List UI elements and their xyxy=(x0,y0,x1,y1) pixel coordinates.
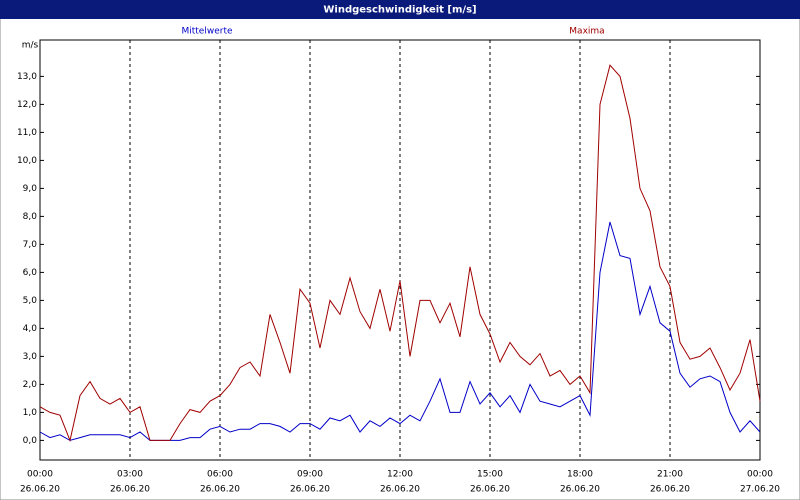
y-tick-label: 10,0 xyxy=(17,156,37,166)
window-title: Windgeschwindigkeit [m/s] xyxy=(323,5,476,16)
x-tick-label: 00:00 xyxy=(27,470,53,480)
x-tick-date: 26.06.20 xyxy=(200,485,240,495)
y-tick-label: 4,0 xyxy=(23,324,38,334)
legend-label: Mittelwerte xyxy=(181,27,232,37)
y-tick-label: 11,0 xyxy=(17,128,37,138)
y-tick-label: 6,0 xyxy=(23,268,38,278)
x-tick-date: 27.06.20 xyxy=(740,485,780,495)
x-tick-label: 21:00 xyxy=(657,470,683,480)
x-tick-date: 26.06.20 xyxy=(20,485,60,495)
y-tick-label: 13,0 xyxy=(17,72,37,82)
x-tick-label: 06:00 xyxy=(207,470,233,480)
x-tick-label: 00:00 xyxy=(747,470,773,480)
legend-label: Maxima xyxy=(569,27,604,37)
x-tick-date: 26.06.20 xyxy=(650,485,690,495)
y-tick-label: 9,0 xyxy=(23,184,38,194)
y-tick-label: 8,0 xyxy=(23,212,38,222)
y-tick-label: 1,0 xyxy=(23,408,38,418)
x-tick-date: 26.06.20 xyxy=(110,485,150,495)
x-tick-label: 09:00 xyxy=(297,470,323,480)
x-tick-label: 18:00 xyxy=(567,470,593,480)
y-tick-label: 7,0 xyxy=(23,240,38,250)
y-tick-label: 5,0 xyxy=(23,296,38,306)
data-line xyxy=(39,64,761,443)
y-tick-label: 3,0 xyxy=(23,352,38,362)
y-axis-label: m/s xyxy=(22,41,39,51)
x-tick-date: 26.06.20 xyxy=(560,485,600,495)
x-tick-label: 15:00 xyxy=(477,470,503,480)
x-tick-date: 26.06.20 xyxy=(470,485,510,495)
title-bar xyxy=(0,0,800,19)
x-tick-date: 26.06.20 xyxy=(290,485,330,495)
x-tick-label: 03:00 xyxy=(117,470,143,480)
y-tick-label: 0,0 xyxy=(23,436,38,446)
x-tick-label: 12:00 xyxy=(387,470,413,480)
x-tick-date: 26.06.20 xyxy=(380,485,420,495)
y-tick-label: 2,0 xyxy=(23,380,38,390)
y-tick-label: 12,0 xyxy=(17,100,37,110)
